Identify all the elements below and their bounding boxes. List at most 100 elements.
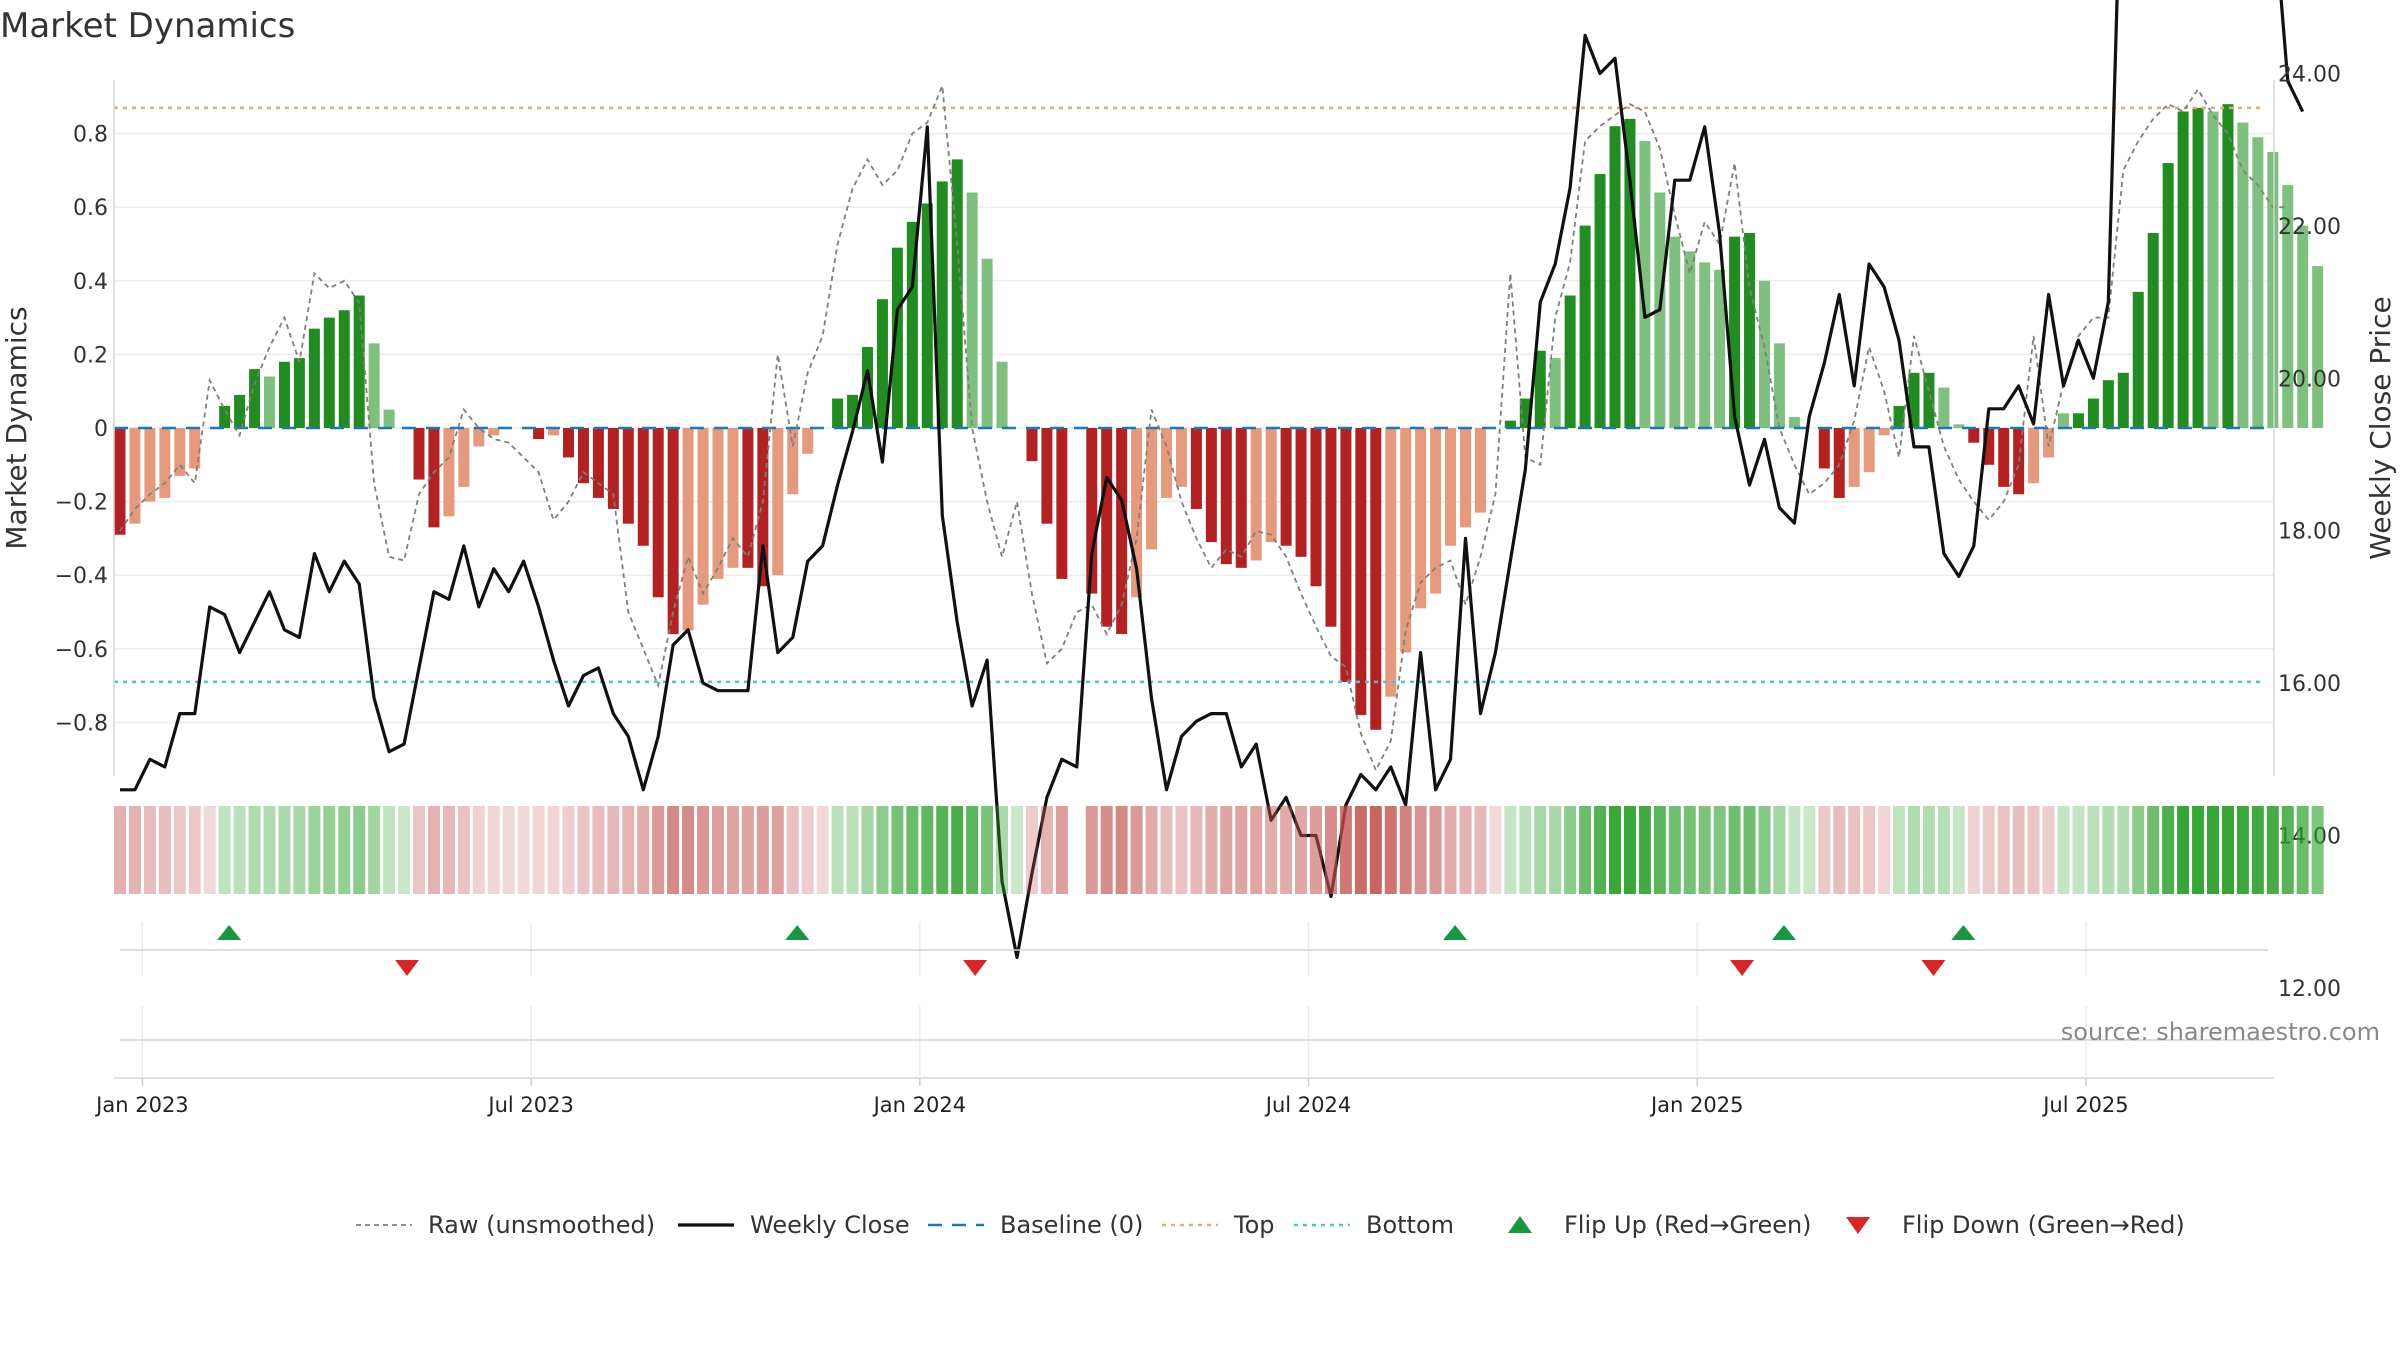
- flip-up-marker: [1443, 925, 1468, 940]
- regime-tile: [368, 806, 381, 894]
- left-tick-label: 0.4: [73, 270, 108, 295]
- regime-tile: [442, 806, 455, 894]
- bar: [1474, 428, 1486, 513]
- regime-tile: [517, 806, 530, 894]
- regime-tile: [1369, 806, 1382, 894]
- regime-tile: [2042, 806, 2055, 894]
- bar: [1759, 280, 1770, 428]
- bar: [2087, 398, 2099, 428]
- regime-tile: [1609, 806, 1621, 894]
- bar: [1295, 428, 1307, 557]
- bar: [1624, 118, 1636, 428]
- right-tick-label: 16.00: [2278, 672, 2341, 697]
- bar: [1340, 428, 1352, 682]
- bar: [876, 299, 888, 428]
- bar: [592, 428, 604, 498]
- regime-tile: [1280, 806, 1293, 894]
- bar: [1594, 174, 1606, 428]
- legend-label: Flip Up (Red→Green): [1564, 1211, 1812, 1239]
- regime-tile: [233, 806, 246, 894]
- regime-tile: [114, 806, 126, 894]
- bar: [981, 258, 993, 428]
- bar: [129, 428, 141, 524]
- bar: [1534, 350, 1546, 428]
- bar: [1833, 428, 1845, 498]
- regime-tile: [966, 806, 979, 894]
- regime-tile: [741, 806, 754, 894]
- bar: [1863, 428, 1875, 473]
- regime-tile: [398, 806, 411, 894]
- bar: [1729, 236, 1741, 428]
- regime-tile: [1997, 806, 2010, 894]
- legend-label: Flip Down (Green→Red): [1902, 1211, 2185, 1239]
- bar: [2177, 111, 2189, 429]
- regime-tile: [2281, 806, 2294, 894]
- regime-tile: [278, 806, 291, 894]
- bar: [383, 409, 395, 428]
- bar: [697, 428, 709, 605]
- flip-down-marker: [963, 960, 988, 976]
- regime-tile: [353, 806, 366, 894]
- bar: [1116, 428, 1128, 635]
- bar: [533, 428, 545, 440]
- bar: [712, 428, 724, 579]
- regime-tile: [756, 806, 769, 894]
- regime-tile: [1549, 806, 1562, 894]
- right-tick-label: 20.00: [2278, 367, 2341, 392]
- bar: [682, 428, 694, 631]
- regime-tile: [786, 806, 799, 894]
- regime-tile: [726, 806, 739, 894]
- bar: [1848, 428, 1860, 487]
- legend-layer: Raw (unsmoothed) Weekly Close Baseline (0)…: [356, 1211, 2185, 1239]
- right-tick-label: 22.00: [2278, 215, 2341, 240]
- regime-tile: [1728, 806, 1741, 894]
- regime-tile: [996, 806, 1009, 894]
- bar: [1190, 428, 1202, 509]
- regime-tile: [1339, 806, 1352, 894]
- x-tick-label: Jan 2025: [1649, 1093, 1744, 1117]
- regime-tile: [1863, 806, 1876, 894]
- bar: [144, 428, 156, 502]
- regime-strip-layer: [114, 806, 2324, 894]
- regime-tile: [667, 806, 680, 894]
- regime-tile: [2072, 806, 2085, 894]
- bar: [1564, 295, 1576, 428]
- x-axis-layer: Jan 2023 Jul 2023 Jan 2024 Jul 2024 Jan 2025…: [94, 1078, 2129, 1117]
- bar: [1325, 428, 1337, 627]
- bar: [1699, 262, 1711, 428]
- regime-tile: [846, 806, 859, 894]
- regime-tile: [1190, 806, 1203, 894]
- regime-tile: [338, 806, 351, 894]
- regime-tile: [1668, 806, 1681, 894]
- left-tick-label: 0.2: [73, 343, 108, 368]
- legend-label: Baseline (0): [1000, 1211, 1143, 1239]
- bar: [622, 428, 634, 524]
- regime-tile: [487, 806, 500, 894]
- bar: [2282, 185, 2294, 428]
- regime-tile: [652, 806, 665, 894]
- bar: [1878, 428, 1890, 436]
- regime-tile: [1833, 806, 1846, 894]
- bar: [2147, 232, 2159, 428]
- left-tick-label: 0: [94, 417, 108, 442]
- bar: [1788, 416, 1800, 428]
- bar: [428, 428, 440, 528]
- left-tick-label: 0.8: [73, 123, 108, 148]
- regime-tile: [936, 806, 949, 894]
- regime-tile: [532, 806, 545, 894]
- x-tick-label: Jul 2025: [2041, 1093, 2128, 1117]
- left-tick-label: −0.4: [55, 564, 108, 589]
- reference-lines-layer: [114, 106, 2264, 684]
- bar: [2058, 413, 2069, 428]
- bar: [1549, 358, 1561, 428]
- regime-tile: [562, 806, 575, 894]
- regime-tile: [1908, 806, 1920, 894]
- regime-tile: [1324, 806, 1337, 894]
- x-tick-label: Jul 2024: [1264, 1093, 1351, 1117]
- bar: [2267, 152, 2279, 428]
- regime-tile: [1474, 806, 1487, 894]
- legend-item: Top: [1162, 1211, 1275, 1239]
- flip-up-marker: [1771, 925, 1796, 940]
- bar: [1923, 372, 1935, 428]
- bar: [2207, 111, 2219, 429]
